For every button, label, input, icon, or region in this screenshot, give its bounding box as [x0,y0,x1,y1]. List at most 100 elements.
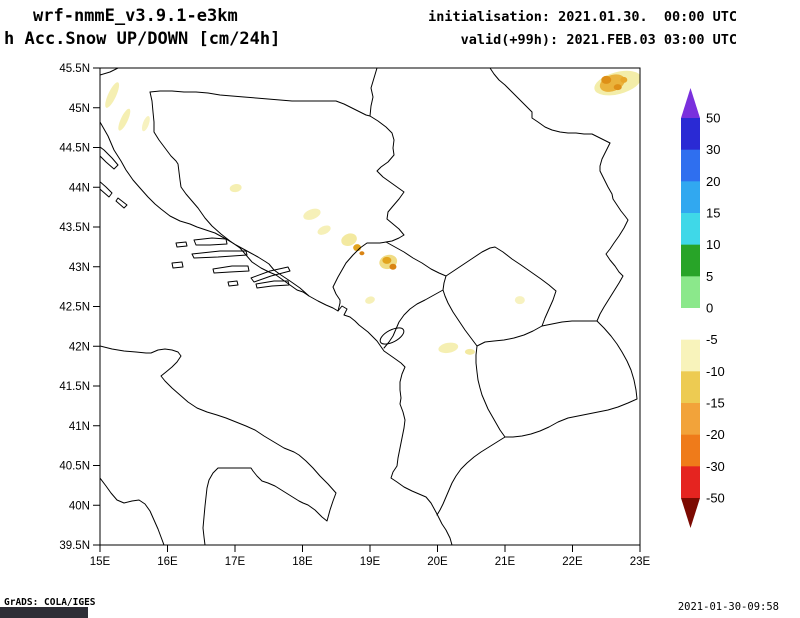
border-croatia-serbia [369,68,378,117]
colorbar-label: 5 [706,269,713,284]
coastline-borders-layer [100,68,638,545]
colorbar-label: 0 [706,301,713,316]
lat-tick-label: 41.5N [59,381,90,393]
colorbar-label: 20 [706,174,720,189]
colorbar-segment [681,434,700,467]
lon-tick-label: 22E [562,556,583,568]
colorbar-segment [681,149,700,182]
lake-skadar [379,327,405,345]
valid-time-label: valid(+99h): 2021.FEB.03 03:00 UTC [460,32,737,48]
colorbar-bottom-arrow [681,498,700,528]
lon-tick-label: 18E [292,556,313,568]
lat-tick-label: 39.5N [59,540,90,552]
lon-tick-label: 23E [630,556,651,568]
lat-tick-label: 44.5N [59,143,90,155]
colorbar-segment [681,118,700,151]
lon-tick-label: 17E [225,556,246,568]
map-frame [99,67,641,546]
snow-change-patch [359,251,365,256]
lon-tick-label: 19E [360,556,381,568]
colorbar-segment [681,371,700,404]
snow-change-patch [341,233,357,246]
island-vis [171,261,184,269]
colorbar-label: -30 [706,459,725,474]
colorbar-label: -20 [706,427,725,442]
model-title: wrf-nmmE_v3.9.1-e3km [33,6,238,26]
latitude-axis: 45.5N 45N 44.5N 44N 43.5N 43N 42.5N 42N 41.5N 41N… [59,63,100,552]
grads-credit: GrADS: COLA/IGES [4,597,96,608]
border-albania-greece [436,436,506,516]
lon-tick-label: 16E [157,556,178,568]
colorbar-segment [681,244,700,277]
border-serbia-bulgaria [596,142,629,322]
snow-change-patch [105,82,120,108]
snow-change-patch [464,348,475,355]
lat-tick-label: 42.5N [59,302,90,314]
colorbar-label: -50 [706,491,725,506]
lat-tick-label: 41N [69,421,90,433]
snow-change-patch [514,296,525,305]
longitude-axis: 15E 16E 17E 18E 19E 20E 21E 22E 23E [90,545,651,568]
coastline-adriatic-east [100,121,453,545]
snow-shading-layer [105,70,640,355]
colorbar-label: 50 [706,111,720,126]
snow-change-patch [118,108,131,131]
lat-tick-label: 42N [69,341,90,353]
snow-change-patch [620,76,628,83]
border-bosnia-sava [149,90,371,117]
border-kosovo [442,246,557,347]
border-slovenia-croatia [100,68,119,76]
border-north-macedonia [475,320,638,438]
colorbar-segment [681,466,700,499]
snow-change-patch [382,256,392,264]
snow-change-patch [601,75,612,84]
border-montenegro-albania [383,289,444,349]
lat-tick-label: 44N [69,182,90,194]
island-mljet [255,280,290,289]
bottom-dark-bar [0,607,88,618]
colorbar-segment [681,308,700,341]
island-kornati [115,197,128,209]
peninsula-peljesac [250,266,291,283]
lat-tick-label: 45.5N [59,63,90,75]
border-serbia-romania [489,68,611,144]
lat-tick-label: 40N [69,500,90,512]
coastline-italy-adriatic [100,345,337,545]
border-bosnia-serbia-montenegro [332,115,405,312]
border-croatia-bosnia [149,91,310,297]
colorbar-segment [681,403,700,436]
coastline-italy-tyrrhenian [100,477,165,545]
colorbar-segment [681,213,700,246]
island-brac [193,237,228,246]
island-lastovo [227,280,239,287]
snow-change-patch [613,84,622,91]
colorbar-label: 15 [706,206,720,221]
colorbar-label: 10 [706,237,720,252]
product-title: h Acc.Snow UP/DOWN [cm/24h] [4,29,281,49]
colorbar-segment [681,276,700,309]
lat-tick-label: 43.5N [59,222,90,234]
snow-change-patch [303,208,321,220]
lon-tick-label: 21E [495,556,516,568]
colorbar-label: -5 [706,332,718,347]
island-hvar [191,250,248,259]
colorbar-segment [681,181,700,214]
lat-tick-label: 43N [69,262,90,274]
island-dugi-otok [100,181,113,198]
border-montenegro-serbia [385,241,447,277]
snow-change-patch [141,116,150,132]
snow-change-patch [389,263,397,270]
island-korcula [212,265,250,274]
snow-change-patch [317,225,331,235]
colorbar-segment [681,339,700,372]
lon-tick-label: 20E [427,556,448,568]
snow-change-patch [365,296,375,304]
island-pag [100,146,119,170]
snow-change-patch [229,183,242,193]
lat-tick-label: 45N [69,103,90,115]
lat-tick-label: 40.5N [59,461,90,473]
initialisation-label: initialisation: 2021.01.30. 00:00 UTC [428,9,737,25]
